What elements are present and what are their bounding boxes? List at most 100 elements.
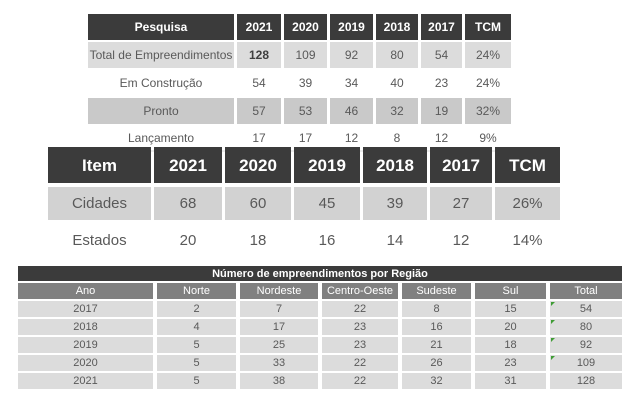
table-cell: 19	[421, 98, 462, 124]
table-cell: 54	[421, 42, 462, 68]
table-cell: 23	[322, 337, 398, 353]
table-cell: 54	[237, 70, 281, 96]
item-table: Item 2021 2020 2019 2018 2017 TCM Cidade…	[48, 147, 560, 257]
table-cell: 25	[240, 337, 318, 353]
table-cell: 16	[402, 319, 471, 335]
item-header-2021: 2021	[154, 147, 222, 183]
cell-flag-icon	[551, 356, 555, 360]
item-header-2019: 2019	[294, 147, 360, 183]
table-cell-total: 80	[550, 319, 622, 335]
table-cell: 23	[421, 70, 462, 96]
table-cell: 24%	[465, 70, 511, 96]
pesquisa-header-label: Pesquisa	[88, 14, 234, 40]
table-cell: 109	[576, 356, 596, 369]
table-cell: 7	[240, 301, 318, 317]
table-cell: 80	[376, 42, 418, 68]
row-label: 2021	[18, 373, 153, 389]
table-cell: 16	[294, 224, 360, 257]
row-label: 2020	[18, 355, 153, 371]
pesquisa-header-2021: 2021	[237, 14, 281, 40]
table-cell: 32	[376, 98, 418, 124]
table-cell-total: 54	[550, 301, 622, 317]
table-cell: 109	[284, 42, 327, 68]
table-cell: 57	[237, 98, 281, 124]
regiao-header-ano: Ano	[18, 283, 153, 299]
item-header-2018: 2018	[363, 147, 427, 183]
pesquisa-header-2018: 2018	[376, 14, 418, 40]
regiao-header-centro-oeste: Centro-Oeste	[322, 283, 398, 299]
table-cell: 26	[402, 355, 471, 371]
cell-flag-icon	[551, 338, 555, 342]
pesquisa-header-2017: 2017	[421, 14, 462, 40]
table-cell: 38	[240, 373, 318, 389]
row-label: Pronto	[88, 98, 234, 124]
regiao-header-norte: Norte	[157, 283, 236, 299]
row-label: Em Construção	[88, 70, 234, 96]
table-cell: 24%	[465, 42, 511, 68]
row-label: 2017	[18, 301, 153, 317]
table-cell: 8	[402, 301, 471, 317]
table-cell: 5	[157, 337, 236, 353]
item-header-2020: 2020	[225, 147, 291, 183]
table-cell: 15	[475, 301, 546, 317]
table-cell: 32	[402, 373, 471, 389]
row-label: 2018	[18, 319, 153, 335]
item-header-label: Item	[48, 147, 151, 183]
table-cell: 26%	[495, 187, 560, 220]
regiao-header-sudeste: Sudeste	[402, 283, 471, 299]
row-label: Total de Empreendimentos	[88, 42, 234, 68]
pesquisa-table: Pesquisa 2021 2020 2019 2018 2017 TCM To…	[88, 14, 511, 152]
table-cell: 5	[157, 373, 236, 389]
table-cell: 34	[330, 70, 373, 96]
regiao-header-nordeste: Nordeste	[240, 283, 318, 299]
table-cell: 45	[294, 187, 360, 220]
table-cell-total: 92	[550, 337, 622, 353]
table-cell: 32%	[465, 98, 511, 124]
regiao-header-total: Total	[550, 283, 622, 299]
table-cell: 12	[430, 224, 492, 257]
table-cell: 17	[240, 319, 318, 335]
table-cell: 40	[376, 70, 418, 96]
table-cell: 23	[475, 355, 546, 371]
table-cell: 46	[330, 98, 373, 124]
table-cell: 27	[430, 187, 492, 220]
item-header-2017: 2017	[430, 147, 492, 183]
row-label: 2019	[18, 337, 153, 353]
table-cell: 14	[363, 224, 427, 257]
table-cell: 80	[579, 320, 593, 333]
table-cell: 92	[579, 338, 593, 351]
table-cell: 31	[475, 373, 546, 389]
regiao-table-title: Número de empreendimentos por Região	[18, 266, 622, 281]
row-label: Cidades	[48, 187, 151, 220]
table-cell: 22	[322, 373, 398, 389]
table-cell: 92	[330, 42, 373, 68]
table-cell: 128	[576, 374, 596, 387]
table-cell: 20	[475, 319, 546, 335]
table-cell: 39	[284, 70, 327, 96]
table-cell: 4	[157, 319, 236, 335]
table-cell: 33	[240, 355, 318, 371]
table-cell: 14%	[495, 224, 560, 257]
pesquisa-header-2019: 2019	[330, 14, 373, 40]
table-cell-total: 128	[550, 373, 622, 389]
table-cell: 21	[402, 337, 471, 353]
table-cell: 68	[154, 187, 222, 220]
table-cell: 60	[225, 187, 291, 220]
regiao-table: Número de empreendimentos por Região Ano…	[18, 266, 622, 389]
item-header-tcm: TCM	[495, 147, 560, 183]
pesquisa-header-2020: 2020	[284, 14, 327, 40]
table-cell-total: 109	[550, 355, 622, 371]
pesquisa-header-tcm: TCM	[465, 14, 511, 40]
row-label: Estados	[48, 224, 151, 257]
table-cell: 18	[225, 224, 291, 257]
table-cell: 128	[237, 42, 281, 68]
table-cell: 2	[157, 301, 236, 317]
regiao-header-sul: Sul	[475, 283, 546, 299]
table-cell: 18	[475, 337, 546, 353]
table-cell: 20	[154, 224, 222, 257]
table-cell: 23	[322, 319, 398, 335]
table-cell: 22	[322, 301, 398, 317]
table-cell: 53	[284, 98, 327, 124]
cell-flag-icon	[551, 302, 555, 306]
